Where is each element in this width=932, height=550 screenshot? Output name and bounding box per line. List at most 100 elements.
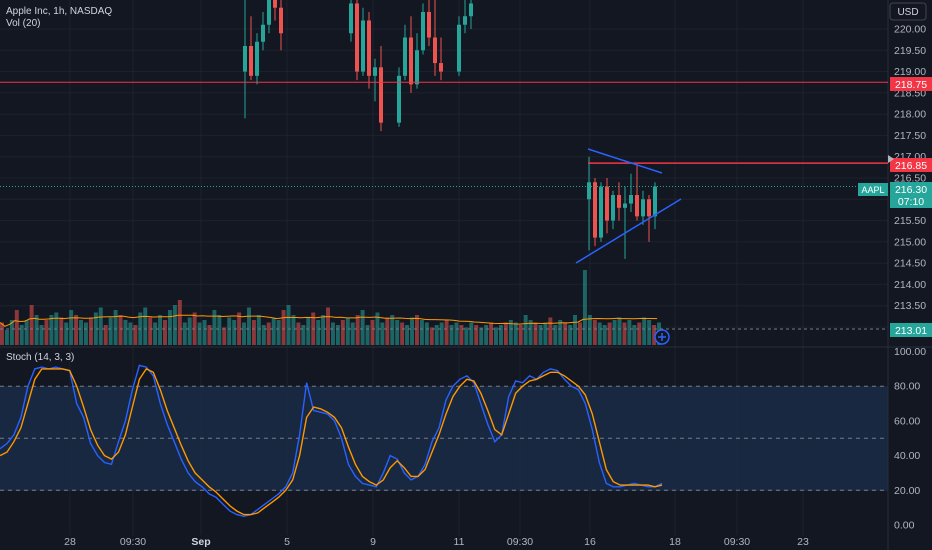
- add-plus-icon[interactable]: [654, 329, 670, 345]
- candle-body: [397, 75, 401, 123]
- volume-bar: [202, 320, 207, 345]
- current-price-badge: 216.30 07:10: [890, 182, 932, 208]
- volume-bar: [622, 322, 627, 345]
- currency-button[interactable]: USD: [889, 2, 927, 21]
- stoch-tick-label: 0.00: [894, 520, 915, 532]
- price-tick-label: 215.00: [894, 236, 926, 248]
- price-tick-label: 213.50: [894, 300, 926, 312]
- candle-body: [641, 199, 645, 217]
- volume-bar: [375, 312, 380, 345]
- volume-bar: [187, 317, 192, 345]
- volume-bar: [256, 315, 261, 345]
- volume-bar: [177, 300, 182, 345]
- time-tick-label: 18: [669, 536, 681, 548]
- volume-bar: [237, 312, 242, 345]
- price-axis: 220.00219.50219.00218.50218.00217.50217.…: [894, 24, 926, 334]
- candle-body: [427, 11, 431, 38]
- time-tick-label: 23: [797, 536, 809, 548]
- volume-bar: [439, 322, 444, 345]
- time-tick-label: 09:30: [507, 536, 533, 548]
- price-marker-arrow-icon: [888, 155, 894, 163]
- candle-body: [267, 0, 271, 25]
- trendline-lower[interactable]: [575, 198, 682, 264]
- ticker-badge: AAPL: [858, 183, 888, 196]
- volume-bar: [59, 317, 64, 345]
- volume-bar: [108, 317, 113, 345]
- volume-bar: [34, 315, 39, 345]
- volume-bar: [321, 315, 326, 345]
- stoch-levels: [0, 385, 888, 491]
- volume-bar: [98, 307, 103, 345]
- volume-bar: [553, 325, 558, 345]
- volume-bar: [118, 315, 123, 345]
- candle-body: [261, 24, 265, 42]
- volume-bar: [627, 320, 632, 345]
- volume-bar: [424, 322, 429, 345]
- volume-bar: [592, 320, 597, 345]
- volume-bar: [390, 315, 395, 345]
- volume-bar: [573, 315, 578, 345]
- volume-bar: [291, 315, 296, 345]
- candle-body: [361, 20, 365, 72]
- trendline-upper[interactable]: [587, 148, 663, 174]
- volume-bar: [632, 325, 637, 345]
- volume-bar: [222, 327, 227, 345]
- svg-text:AAPL: AAPL: [861, 185, 884, 195]
- volume-bar: [405, 325, 410, 345]
- candle-body: [617, 195, 621, 208]
- volume-bar: [479, 327, 484, 345]
- volume-bar: [652, 325, 657, 345]
- volume-bar: [197, 322, 202, 345]
- price-tick-label: 216.50: [894, 173, 926, 185]
- stoch-k-line: [0, 364, 663, 518]
- volume-bar: [128, 322, 133, 345]
- price-tick-label: 220.00: [894, 24, 926, 36]
- stoch-tick-label: 80.00: [894, 381, 920, 393]
- price-tick-label: 214.50: [894, 258, 926, 270]
- volume-bar: [83, 322, 88, 345]
- stoch-tick-label: 40.00: [894, 450, 920, 462]
- volume-bar: [508, 320, 513, 345]
- volume-bar: [306, 317, 311, 345]
- volume-bar: [212, 310, 217, 345]
- volume-bar: [232, 320, 237, 345]
- volume-bar: [642, 317, 647, 345]
- volume-bar: [414, 315, 419, 345]
- volume-bar: [454, 322, 459, 345]
- candle-body: [421, 11, 425, 51]
- candle-body: [439, 63, 443, 72]
- volume-bar: [558, 320, 563, 345]
- volume-bar: [217, 315, 222, 345]
- volume-bar: [602, 325, 607, 345]
- candle-body: [593, 182, 597, 238]
- volume-bar: [316, 320, 321, 345]
- level2-badge: 216.85: [890, 158, 932, 172]
- volume-bar: [469, 322, 474, 345]
- volume-bar: [582, 270, 587, 345]
- volume-bar: [163, 320, 167, 345]
- time-tick-label: 09:30: [724, 536, 750, 548]
- volume-bar: [44, 320, 49, 345]
- volume-bar: [587, 315, 592, 345]
- volume-bar: [533, 322, 538, 345]
- volume-bar: [276, 320, 281, 345]
- volume-bar: [370, 320, 375, 345]
- volume-bar: [88, 317, 93, 345]
- time-tick-label: 11: [454, 536, 465, 548]
- price-tick-label: 219.50: [894, 45, 926, 57]
- volume-bar: [400, 322, 405, 345]
- volume-bar: [19, 325, 24, 345]
- volume-bar: [9, 320, 14, 345]
- volume-bar: [286, 305, 291, 345]
- candle-body: [349, 3, 353, 34]
- candle-body: [463, 16, 467, 25]
- volume-bar: [266, 322, 271, 345]
- volume-bar: [498, 325, 503, 345]
- stoch-tick-label: 100.00: [894, 346, 926, 358]
- volume-bar: [0, 322, 4, 345]
- volume-bar: [93, 312, 98, 345]
- volume-bar: [133, 325, 138, 345]
- volume-bar: [494, 327, 498, 345]
- symbol-title: Apple Inc, 1h, NASDAQ: [6, 6, 112, 17]
